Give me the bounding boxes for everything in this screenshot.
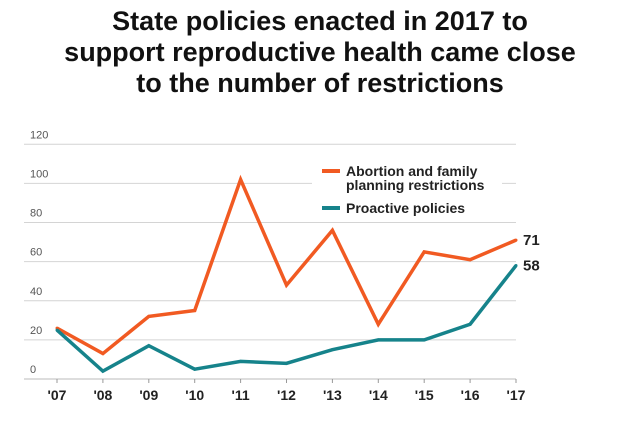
y-tick-label: 120 xyxy=(30,129,48,141)
x-tick-label: '10 xyxy=(185,387,204,403)
legend-label: Proactive policies xyxy=(346,200,465,216)
legend-label: planning restrictions xyxy=(346,177,485,193)
title-line: State policies enacted in 2017 to xyxy=(112,6,528,36)
y-tick-label: 100 xyxy=(30,168,48,180)
data-point xyxy=(193,309,197,313)
x-tick-label: '13 xyxy=(323,387,342,403)
x-tick-label: '16 xyxy=(461,387,480,403)
x-tick-label: '11 xyxy=(232,387,250,403)
chart-title: State policies enacted in 2017 to suppor… xyxy=(0,6,640,99)
data-point xyxy=(468,322,472,326)
data-point xyxy=(285,283,288,287)
data-point xyxy=(514,264,518,268)
data-point xyxy=(193,367,197,371)
data-point xyxy=(101,352,105,356)
data-point xyxy=(285,361,288,365)
x-tick-label: '08 xyxy=(93,387,112,403)
data-point xyxy=(147,344,151,348)
data-point xyxy=(422,250,426,254)
data-point xyxy=(101,369,105,373)
x-tick-label: '17 xyxy=(507,387,526,403)
data-point xyxy=(376,322,380,326)
legend-background xyxy=(312,160,502,222)
data-point xyxy=(147,314,151,318)
data-point xyxy=(468,258,472,262)
y-tick-label: 40 xyxy=(30,286,42,298)
legend-label: Abortion and family xyxy=(346,163,478,179)
y-tick-label: 0 xyxy=(30,364,36,376)
x-tick-label: '15 xyxy=(415,387,434,403)
end-value-label: 71 xyxy=(523,232,540,249)
data-point xyxy=(330,348,334,352)
title-line: support reproductive health came close xyxy=(64,37,576,67)
x-tick-label: '09 xyxy=(139,387,158,403)
x-tick-label: '07 xyxy=(48,387,67,403)
y-tick-label: 80 xyxy=(30,208,42,220)
end-value-label: 58 xyxy=(523,258,540,275)
data-point xyxy=(514,238,518,242)
x-tick-label: '14 xyxy=(369,387,388,403)
data-point xyxy=(422,338,426,342)
data-point xyxy=(239,359,243,363)
x-tick-label: '12 xyxy=(277,387,296,403)
y-tick-label: 20 xyxy=(30,325,42,337)
title-line: to the number of restrictions xyxy=(136,68,504,98)
data-point xyxy=(330,228,334,232)
data-point xyxy=(376,338,380,342)
data-point xyxy=(55,328,59,332)
data-point xyxy=(239,178,243,182)
y-tick-label: 60 xyxy=(30,247,42,259)
